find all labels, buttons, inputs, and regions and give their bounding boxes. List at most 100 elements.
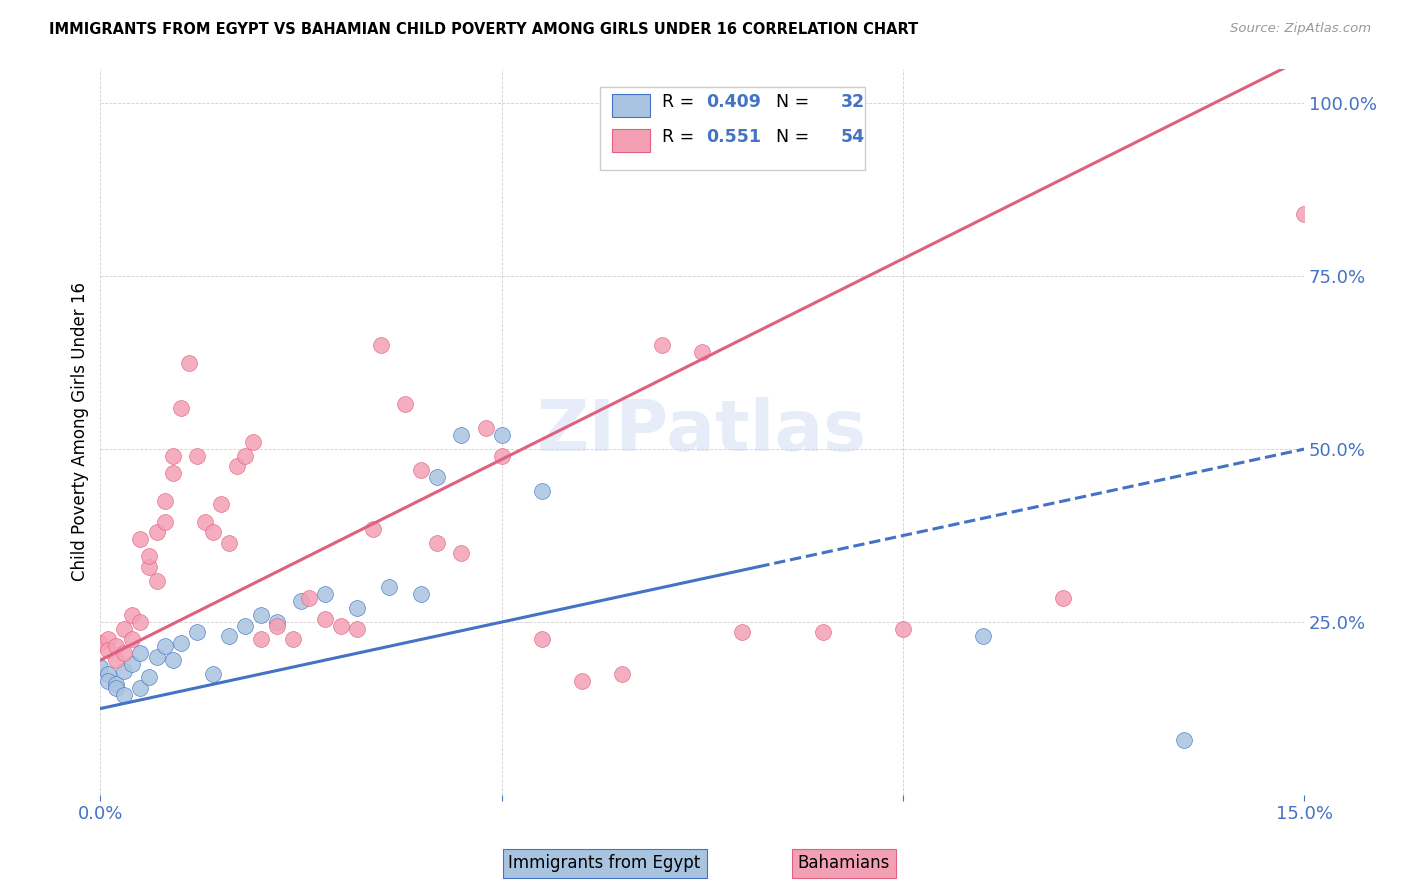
Point [731,625,754,640]
Point [378,581,401,595]
Point [169,401,191,415]
Point [266,618,288,632]
Point [129,615,152,629]
Point [571,673,593,688]
Point [233,618,256,632]
Point [138,559,160,574]
Point [450,428,472,442]
Point [129,681,152,695]
Point [169,636,191,650]
Text: ZIPatlas: ZIPatlas [537,397,868,467]
Text: Source: ZipAtlas.com: Source: ZipAtlas.com [1230,22,1371,36]
Point [145,649,167,664]
Point [89,636,111,650]
Point [112,646,135,660]
Point [186,449,208,463]
Point [361,522,384,536]
Point [201,667,224,681]
Text: IMMIGRANTS FROM EGYPT VS BAHAMIAN CHILD POVERTY AMONG GIRLS UNDER 16 CORRELATION: IMMIGRANTS FROM EGYPT VS BAHAMIAN CHILD … [49,22,918,37]
Point [491,449,513,463]
Point [105,681,128,695]
Text: 0.409: 0.409 [706,93,761,112]
Point [1294,207,1316,221]
Point [153,494,176,508]
Point [370,338,392,352]
Point [530,632,553,647]
Point [1052,591,1074,605]
Point [129,646,152,660]
Point [450,546,472,560]
Point [411,587,433,601]
Point [97,632,120,647]
Point [330,618,353,632]
Point [298,591,321,605]
Y-axis label: Child Poverty Among Girls Under 16: Child Poverty Among Girls Under 16 [72,282,89,582]
Point [209,498,232,512]
Point [233,449,256,463]
Point [177,355,200,369]
Point [121,657,143,671]
Point [97,667,120,681]
Point [690,345,713,359]
Point [105,677,128,691]
Text: R =: R = [662,128,700,146]
Point [162,449,184,463]
Point [811,625,834,640]
FancyBboxPatch shape [612,128,651,152]
Point [266,615,288,629]
Point [314,612,336,626]
Point [121,608,143,623]
Text: N =: N = [765,93,814,112]
Text: 54: 54 [841,128,865,146]
Text: N =: N = [765,128,814,146]
Point [121,632,143,647]
Point [1173,732,1195,747]
Point [651,338,673,352]
Point [891,622,914,636]
Point [138,549,160,564]
Point [281,632,304,647]
Point [346,622,368,636]
FancyBboxPatch shape [600,87,865,170]
Point [530,483,553,498]
Point [972,629,994,643]
Text: 32: 32 [841,93,865,112]
Point [105,640,128,654]
Point [290,594,312,608]
Point [162,653,184,667]
Point [250,608,273,623]
Point [194,515,217,529]
Point [153,515,176,529]
Point [97,673,120,688]
Point [162,467,184,481]
Point [105,653,128,667]
Point [314,587,336,601]
Point [112,622,135,636]
Point [112,688,135,702]
Text: Bahamians: Bahamians [797,855,890,872]
Point [218,629,240,643]
Text: 0.551: 0.551 [706,128,761,146]
Point [112,664,135,678]
Point [426,469,449,483]
Point [426,535,449,549]
Point [411,463,433,477]
Point [145,525,167,540]
Text: Immigrants from Egypt: Immigrants from Egypt [509,855,700,872]
Point [474,421,496,435]
Point [225,459,247,474]
Point [186,625,208,640]
Point [145,574,167,588]
Point [491,428,513,442]
FancyBboxPatch shape [612,94,651,117]
Point [89,660,111,674]
Point [153,640,176,654]
Point [610,667,633,681]
Point [97,642,120,657]
Text: R =: R = [662,93,700,112]
Point [346,601,368,615]
Point [129,532,152,546]
Point [138,670,160,684]
Point [201,525,224,540]
Point [218,535,240,549]
